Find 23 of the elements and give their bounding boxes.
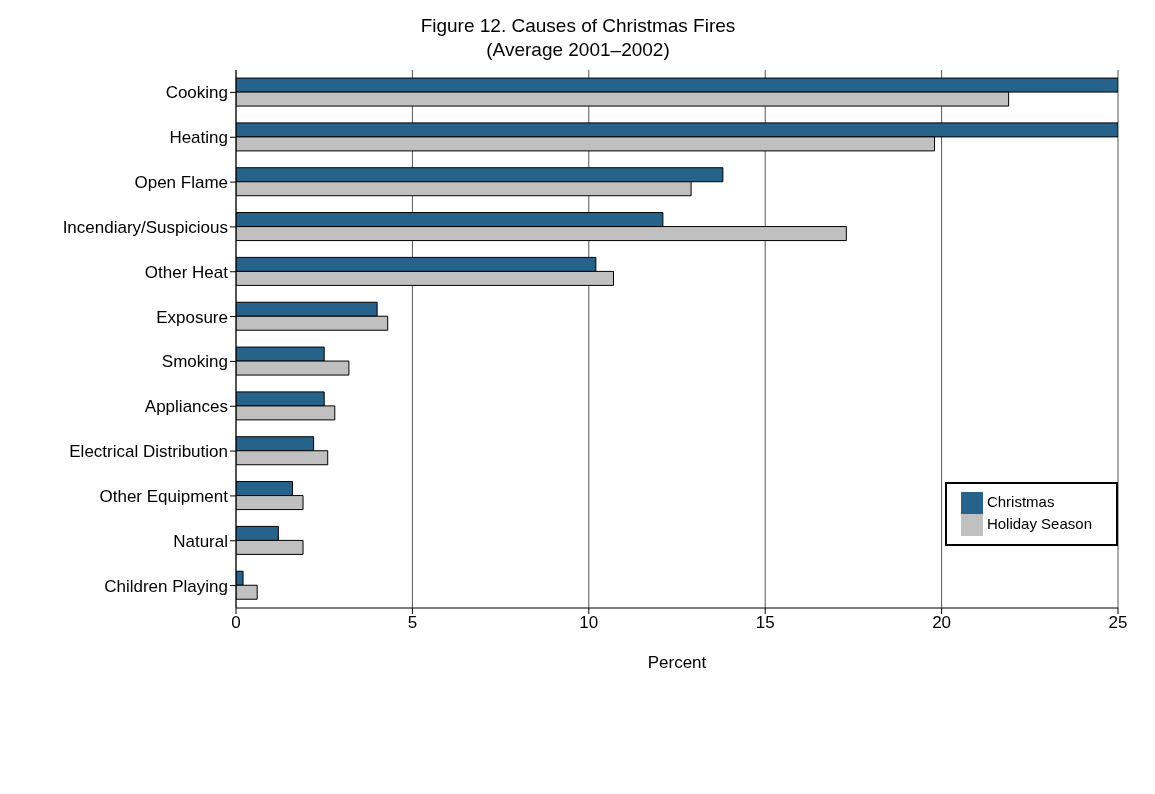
y-tick-label: Open Flame: [134, 173, 228, 193]
y-tick-label: Incendiary/Suspicious: [62, 217, 228, 237]
y-tick-label: Other Equipment: [99, 486, 229, 506]
x-tick-label: 25: [1108, 613, 1128, 633]
y-tick-label: Natural: [173, 531, 228, 551]
y-tick-label: Children Playing: [104, 576, 228, 596]
legend-label: Christmas: [986, 492, 1055, 510]
y-tick-label: Exposure: [156, 307, 228, 327]
y-tick-label: Heating: [169, 128, 228, 148]
y-tick-label: Cooking: [165, 83, 228, 103]
y-tick-label: Appliances: [144, 397, 228, 417]
x-tick-label: 15: [755, 613, 775, 633]
x-tick-label: 0: [231, 613, 241, 633]
y-tick-label: Other Heat: [144, 262, 229, 282]
y-tick-label: Electrical Distribution: [69, 442, 228, 462]
x-tick-label: 20: [932, 613, 952, 633]
x-axis-title: Percent: [647, 653, 707, 672]
legend-label: Holiday Season: [986, 514, 1092, 532]
chart-title: Figure 12. Causes of Christmas Fires: [419, 14, 737, 38]
y-tick-label: Smoking: [161, 352, 228, 372]
chart-subtitle: (Average 2001–2002): [485, 38, 671, 62]
x-tick-label: 5: [407, 613, 418, 633]
x-tick-label: 10: [579, 613, 599, 633]
